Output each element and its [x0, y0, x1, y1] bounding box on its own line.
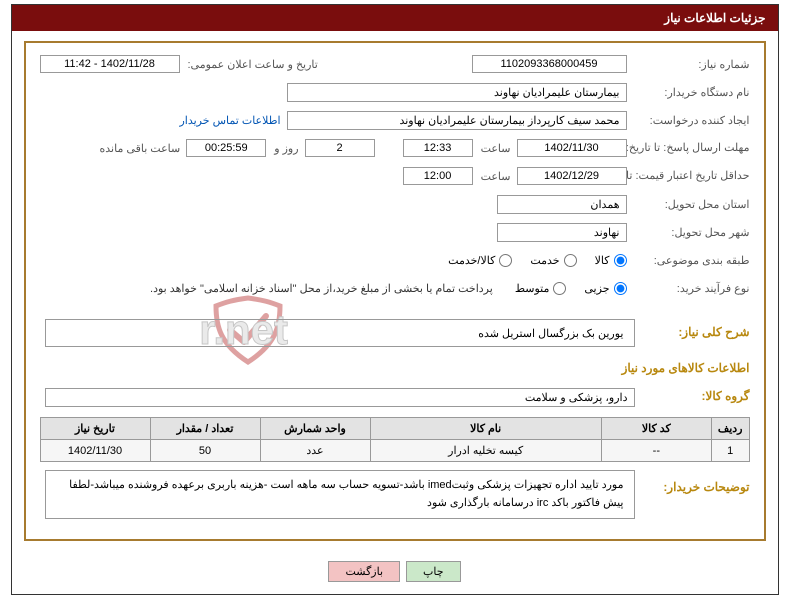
row-buyer-org: نام دستگاه خریدار: بیمارستان علیمرادیان … [40, 81, 750, 103]
main-container: جزئیات اطلاعات نیاز شماره نیاز: 11020933… [11, 4, 779, 595]
radio-goods[interactable]: کالا [595, 254, 627, 267]
fld-province: همدان [497, 195, 627, 214]
fld-deadline-date: 1402/11/30 [517, 139, 627, 157]
lbl-deadline: مهلت ارسال پاسخ: تا تاریخ: [635, 141, 750, 155]
items-body: 1--کیسه تخلیه ادرارعدد501402/11/30 [40, 440, 749, 462]
row-need-number: شماره نیاز: 1102093368000459 تاریخ و ساع… [40, 53, 750, 75]
fld-main-desc: یورین بک بزرگسال استریل شده [45, 319, 635, 347]
items-th: ردیف [711, 418, 749, 440]
fld-buyer-org: بیمارستان علیمرادیان نهاوند [287, 83, 627, 102]
table-cell: -- [601, 440, 711, 462]
table-cell: 50 [150, 440, 260, 462]
table-cell: کیسه تخلیه ادرار [370, 440, 601, 462]
radio-small[interactable]: جزیی [584, 282, 626, 295]
row-province: استان محل تحویل: همدان [40, 193, 750, 215]
row-validity: حداقل تاریخ اعتبار قیمت: تا تاریخ: 1402/… [40, 165, 750, 187]
fld-validity-time: 12:00 [403, 167, 473, 185]
fld-buyer-note: مورد تایید اداره تجهیزات پزشکی وثبتimed … [45, 470, 635, 519]
lbl-time-1: ساعت [481, 142, 511, 155]
radio-medium-input[interactable] [553, 282, 566, 295]
row-goods-group: گروه کالا: دارو، پزشکی و سلامت [40, 383, 750, 411]
radio-service[interactable]: خدمت [530, 254, 576, 267]
fld-need-no: 1102093368000459 [472, 55, 627, 73]
table-cell: عدد [260, 440, 370, 462]
lbl-main-desc: شرح کلی نیاز: [635, 325, 750, 339]
fld-city: نهاوند [497, 223, 627, 242]
items-th: نام کالا [370, 418, 601, 440]
radio-medium[interactable]: متوسط [515, 282, 567, 295]
lbl-buyer-note: توضیحات خریدار: [635, 480, 750, 494]
section-goods-info: اطلاعات کالاهای مورد نیاز [40, 361, 750, 375]
fld-remaining-days: 2 [305, 139, 375, 157]
fld-goods-group: دارو، پزشکی و سلامت [45, 388, 635, 407]
radio-service-label: خدمت [530, 254, 559, 267]
fld-creator: محمد سیف کارپرداز بیمارستان علیمرادیان ن… [287, 111, 627, 130]
row-deadline: مهلت ارسال پاسخ: تا تاریخ: 1402/11/30 سا… [40, 137, 750, 159]
table-cell: 1 [711, 440, 749, 462]
radio-medium-label: متوسط [515, 282, 550, 295]
payment-note: پرداخت تمام یا بخشی از مبلغ خرید،از محل … [150, 282, 493, 295]
button-bar: چاپ بازگشت [12, 551, 778, 594]
radio-small-label: جزیی [584, 282, 609, 295]
lbl-announce: تاریخ و ساعت اعلان عمومی: [188, 58, 318, 71]
items-th: واحد شمارش [260, 418, 370, 440]
lbl-buyer-org: نام دستگاه خریدار: [635, 86, 750, 99]
radio-both[interactable]: کالا/خدمت [448, 254, 512, 267]
fld-remaining-clock: 00:25:59 [186, 139, 266, 157]
lbl-creator: ایجاد کننده درخواست: [635, 114, 750, 127]
back-button[interactable]: بازگشت [328, 561, 400, 582]
radio-service-input[interactable] [564, 254, 577, 267]
row-buyer-note: توضیحات خریدار: مورد تایید اداره تجهیزات… [40, 470, 750, 519]
lbl-days-and: روز و [274, 142, 298, 155]
radio-both-label: کالا/خدمت [448, 254, 495, 267]
row-category: طبقه بندی موضوعی: کالا خدمت کالا/خدمت [40, 249, 750, 271]
lbl-need-no: شماره نیاز: [635, 58, 750, 71]
fld-validity-date: 1402/12/29 [517, 167, 627, 185]
radio-goods-label: کالا [595, 254, 610, 267]
lbl-remaining: ساعت باقی مانده [100, 142, 181, 155]
row-main-desc: شرح کلی نیاز: یورین بک بزرگسال استریل شد… [40, 319, 750, 355]
print-button[interactable]: چاپ [406, 561, 461, 582]
row-creator: ایجاد کننده درخواست: محمد سیف کارپرداز ب… [40, 109, 750, 131]
radio-small-input[interactable] [614, 282, 627, 295]
table-row: 1--کیسه تخلیه ادرارعدد501402/11/30 [40, 440, 749, 462]
lbl-city: شهر محل تحویل: [635, 226, 750, 239]
lbl-validity: حداقل تاریخ اعتبار قیمت: تا تاریخ: [635, 169, 750, 183]
buyer-contact-link[interactable]: اطلاعات تماس خریدار [179, 114, 280, 127]
radio-goods-input[interactable] [614, 254, 627, 267]
items-th: کد کالا [601, 418, 711, 440]
radio-both-input[interactable] [499, 254, 512, 267]
items-th: تاریخ نیاز [40, 418, 150, 440]
page-title-bar: جزئیات اطلاعات نیاز [12, 5, 778, 31]
lbl-process: نوع فرآیند خرید: [635, 282, 750, 295]
lbl-goods-group: گروه کالا: [635, 389, 750, 403]
row-process: نوع فرآیند خرید: جزیی متوسط پرداخت تمام … [40, 277, 750, 299]
lbl-time-2: ساعت [481, 170, 511, 183]
lbl-province: استان محل تحویل: [635, 198, 750, 211]
row-city: شهر محل تحویل: نهاوند [40, 221, 750, 243]
lbl-category: طبقه بندی موضوعی: [635, 254, 750, 267]
items-header-row: ردیفکد کالانام کالاواحد شمارشتعداد / مقد… [40, 418, 749, 440]
items-th: تعداد / مقدار [150, 418, 260, 440]
fld-announce: 1402/11/28 - 11:42 [40, 55, 180, 73]
fld-deadline-time: 12:33 [403, 139, 473, 157]
items-table: ردیفکد کالانام کالاواحد شمارشتعداد / مقد… [40, 417, 750, 462]
table-cell: 1402/11/30 [40, 440, 150, 462]
page-title: جزئیات اطلاعات نیاز [664, 11, 765, 25]
details-panel: شماره نیاز: 1102093368000459 تاریخ و ساع… [24, 41, 766, 541]
